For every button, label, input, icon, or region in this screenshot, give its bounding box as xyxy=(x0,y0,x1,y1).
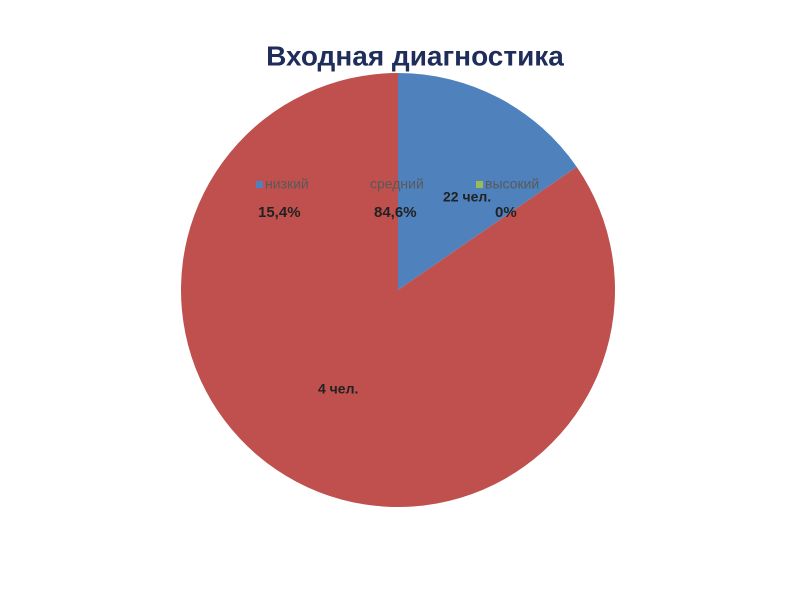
pie-slice xyxy=(398,73,577,290)
legend-marker xyxy=(256,181,263,188)
legend-label: высокий xyxy=(485,176,539,192)
slice-annotation: 4 чел. xyxy=(318,381,358,397)
pie-slice xyxy=(181,73,616,507)
legend-label: низкий xyxy=(265,176,309,192)
slice-annotation: 22 чел. xyxy=(443,189,491,205)
value-label: 84,6% xyxy=(374,204,417,221)
legend-marker xyxy=(361,181,368,188)
legend-marker xyxy=(476,181,483,188)
value-label: 15,4% xyxy=(258,204,301,221)
legend-label: средний xyxy=(370,176,424,192)
chart-title: Входная диагностика xyxy=(266,40,564,71)
value-label: 0% xyxy=(495,204,517,221)
